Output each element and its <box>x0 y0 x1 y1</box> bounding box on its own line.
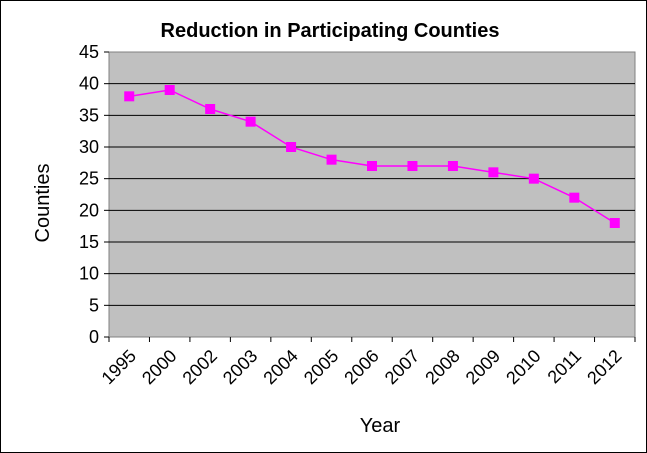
y-tick-label: 35 <box>79 105 99 125</box>
x-tick-label: 2005 <box>300 346 342 388</box>
y-tick-label: 45 <box>79 42 99 62</box>
data-point <box>407 161 418 171</box>
series-counties <box>124 85 620 228</box>
data-point <box>245 116 256 127</box>
data-point <box>609 218 620 228</box>
y-tick-label: 40 <box>79 74 99 94</box>
x-tick-label: 2004 <box>259 346 301 388</box>
x-axis-label: Year <box>360 415 401 437</box>
y-tick-label: 0 <box>89 327 99 347</box>
x-tick-label: 2000 <box>138 346 180 388</box>
y-tick-label: 15 <box>79 232 99 252</box>
y-tick-label: 10 <box>79 264 99 284</box>
y-tick-label: 25 <box>79 169 99 189</box>
x-tick-label: 2011 <box>544 346 586 388</box>
data-point <box>569 192 580 203</box>
y-tick-label: 20 <box>79 200 99 220</box>
x-tick-label: 2009 <box>462 346 504 388</box>
data-point <box>164 85 175 95</box>
x-tick-label: 2012 <box>583 346 625 388</box>
x-tick-label: 2006 <box>340 346 382 388</box>
data-point <box>205 104 216 114</box>
x-tick-label: 2003 <box>219 346 261 388</box>
chart-title: Reduction in Participating Counties <box>161 20 500 42</box>
data-point <box>528 173 539 184</box>
x-axis-ticks: 1995200020022003200420052006200720082009… <box>98 337 636 388</box>
x-tick-label: 2010 <box>502 346 544 388</box>
data-point <box>124 91 135 102</box>
y-axis-ticks: 0 5 10 15 20 25 30 35 40 45 <box>79 42 109 347</box>
data-point <box>286 142 297 152</box>
y-axis-label: Counties <box>32 164 54 243</box>
gridlines <box>109 83 635 306</box>
x-tick-label: 2002 <box>179 346 221 388</box>
x-tick-label: 2008 <box>421 346 463 388</box>
data-point <box>447 161 458 171</box>
data-point <box>367 161 377 171</box>
x-tick-label: 1995 <box>98 346 140 388</box>
y-tick-label: 5 <box>89 295 99 315</box>
data-point <box>488 167 499 178</box>
data-point <box>326 154 337 165</box>
x-tick-label: 2007 <box>381 346 423 388</box>
plot-area <box>108 51 636 338</box>
y-tick-label: 30 <box>79 137 99 157</box>
